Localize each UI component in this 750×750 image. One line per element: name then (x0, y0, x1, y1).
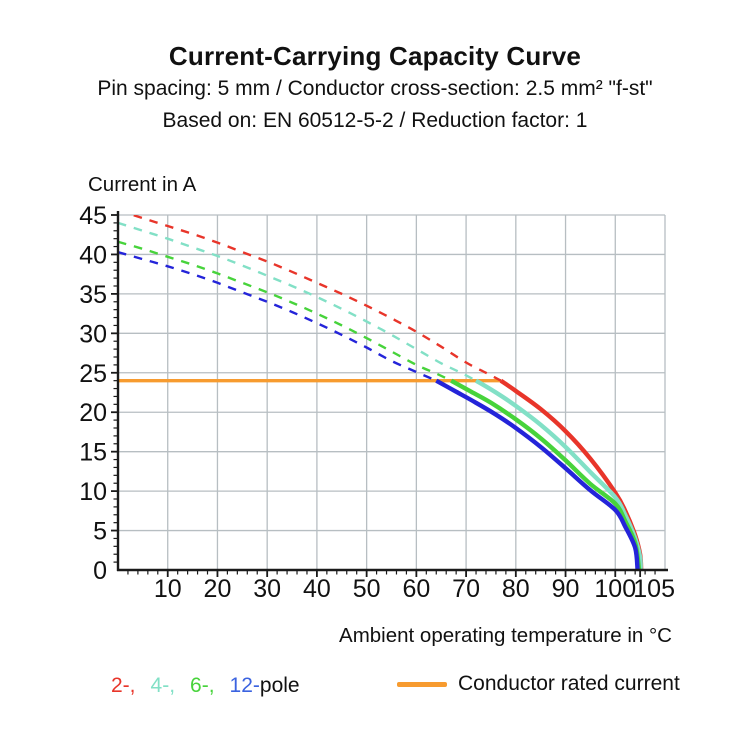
series-12-pole-solid (435, 378, 640, 570)
svg-text:40: 40 (79, 241, 107, 269)
series-6-pole-dashed (118, 240, 452, 382)
svg-text:35: 35 (79, 281, 107, 309)
svg-text:10: 10 (154, 575, 182, 603)
svg-text:5: 5 (93, 518, 107, 546)
conductor-rated-label: Conductor rated current (458, 672, 680, 695)
legend-6-pole: 6-, (190, 674, 215, 697)
svg-text:60: 60 (402, 575, 430, 603)
svg-text:25: 25 (79, 360, 107, 388)
curves (118, 215, 644, 570)
svg-text:0: 0 (93, 557, 107, 585)
x-axis-title: Ambient operating temperature in °C (339, 624, 672, 647)
tick-marks (111, 214, 656, 577)
svg-text:50: 50 (353, 575, 381, 603)
svg-text:20: 20 (204, 575, 232, 603)
svg-text:15: 15 (79, 439, 107, 467)
svg-text:90: 90 (552, 575, 580, 603)
axes (116, 211, 668, 572)
grid (118, 214, 666, 570)
conductor-rated-legend: Conductor rated current (397, 672, 680, 696)
svg-text:30: 30 (79, 320, 107, 348)
page-title: Current-Carrying Capacity Curve (168, 41, 582, 71)
orange-line-swatch (397, 681, 447, 687)
legend-2-pole: 2-, (111, 674, 136, 697)
series-2-pole-dashed (128, 215, 502, 382)
series-6-pole-solid (450, 378, 642, 570)
y-axis-tick-labels: 0 5 10 15 20 25 30 35 40 45 (79, 202, 107, 585)
svg-text:105: 105 (633, 575, 675, 603)
svg-text:45: 45 (79, 202, 107, 230)
series-12-pole-dashed (118, 250, 437, 382)
svg-text:10: 10 (79, 478, 107, 506)
legend-12-pole-group: 12-pole (230, 674, 300, 698)
svg-text:80: 80 (502, 575, 530, 603)
legend-12-pole: 12- (229, 674, 260, 697)
legend-pole-suffix: pole (259, 674, 300, 697)
svg-text:70: 70 (452, 575, 480, 603)
svg-text:40: 40 (303, 575, 331, 603)
svg-text:20: 20 (79, 399, 107, 427)
y-axis-title: Current in A (88, 173, 197, 196)
page-subtitle-2: Based on: EN 60512-5-2 / Reduction facto… (162, 109, 588, 132)
page-subtitle-1: Pin spacing: 5 mm / Conductor cross-sect… (97, 77, 653, 100)
svg-text:100: 100 (594, 575, 636, 603)
legend-4-pole: 4-, (150, 674, 176, 697)
series-4-pole-dashed (118, 221, 477, 382)
pole-legend: 2-, 4-, 6-, 12-pole (111, 674, 300, 698)
svg-text:30: 30 (253, 575, 281, 603)
